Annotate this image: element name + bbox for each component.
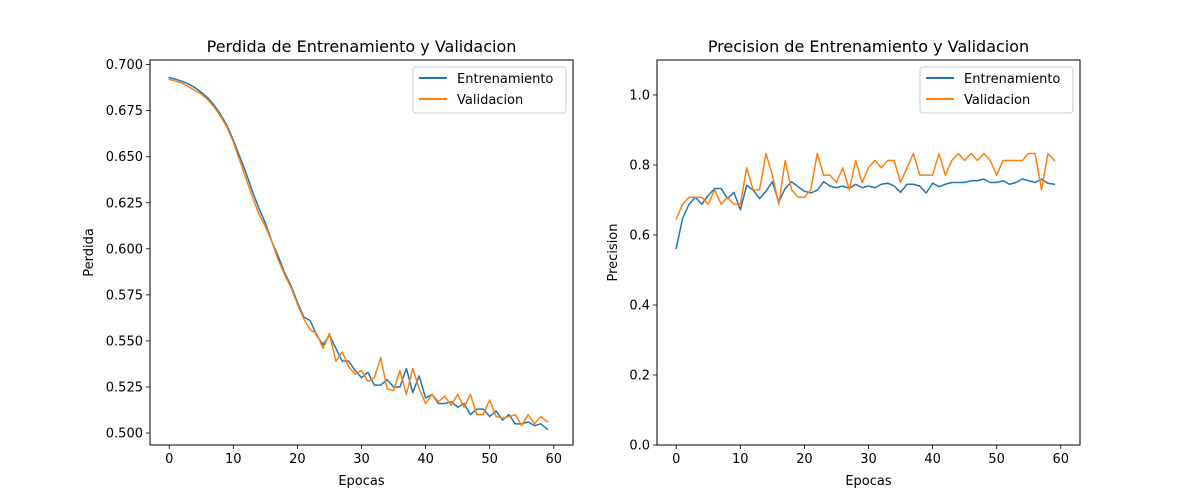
x-axis-label: Epocas <box>845 474 892 489</box>
x-tick-label: 30 <box>860 452 877 467</box>
x-tick-label: 20 <box>289 452 306 467</box>
y-tick-label: 0.4 <box>629 299 650 314</box>
y-tick-label: 0.625 <box>106 196 143 211</box>
y-tick-label: 0.550 <box>106 334 143 349</box>
x-tick-label: 60 <box>545 452 562 467</box>
y-tick-label: 0.650 <box>106 150 143 165</box>
x-tick-label: 20 <box>796 452 813 467</box>
x-tick-label: 0 <box>165 452 173 467</box>
legend-label-validacion: Validacion <box>964 93 1030 108</box>
y-tick-label: 1.0 <box>629 89 650 104</box>
chart-title: Perdida de Entrenamiento y Validacion <box>207 37 517 56</box>
series-line-validacion <box>675 152 1056 220</box>
x-tick-label: 50 <box>988 452 1005 467</box>
y-tick-label: 0.2 <box>629 369 650 384</box>
x-tick-label: 60 <box>1052 452 1069 467</box>
loss-chart: Perdida de Entrenamiento y Validacion 0 1… <box>82 37 574 489</box>
legend-label-validacion: Validacion <box>457 93 523 108</box>
y-tick-label: 0.6 <box>629 229 650 244</box>
legend: Entrenamiento Validacion <box>919 66 1074 114</box>
legend-box <box>412 66 567 114</box>
y-tick-label: 0.0 <box>629 439 650 454</box>
y-tick-label: 0.675 <box>106 104 143 119</box>
y-tick-label: 0.525 <box>106 380 143 395</box>
series-line-entrenamiento <box>675 178 1056 250</box>
x-tick-label: 30 <box>353 452 370 467</box>
x-tick-label: 0 <box>672 452 680 467</box>
y-tick-label: 0.8 <box>629 159 650 174</box>
x-tick-label: 40 <box>417 452 434 467</box>
x-tick-label: 50 <box>481 452 498 467</box>
x-tick-label: 10 <box>732 452 749 467</box>
x-tick-label: 10 <box>225 452 242 467</box>
y-axis-label: Precision <box>606 223 621 281</box>
y-tick-label: 0.700 <box>106 58 143 73</box>
y-axis-label: Perdida <box>82 228 97 277</box>
y-tick-label: 0.500 <box>106 427 143 442</box>
legend-box <box>919 66 1074 114</box>
x-axis-label: Epocas <box>338 474 385 489</box>
legend: Entrenamiento Validacion <box>412 66 567 114</box>
y-tick-label: 0.600 <box>106 242 143 257</box>
x-tick-label: 40 <box>924 452 941 467</box>
y-tick-label: 0.575 <box>106 288 143 303</box>
legend-label-entrenamiento: Entrenamiento <box>964 72 1060 87</box>
accuracy-chart: Precision de Entrenamiento y Validacion … <box>606 37 1081 489</box>
chart-title: Precision de Entrenamiento y Validacion <box>708 37 1029 56</box>
series-line-validacion <box>168 78 549 427</box>
legend-label-entrenamiento: Entrenamiento <box>457 72 553 87</box>
